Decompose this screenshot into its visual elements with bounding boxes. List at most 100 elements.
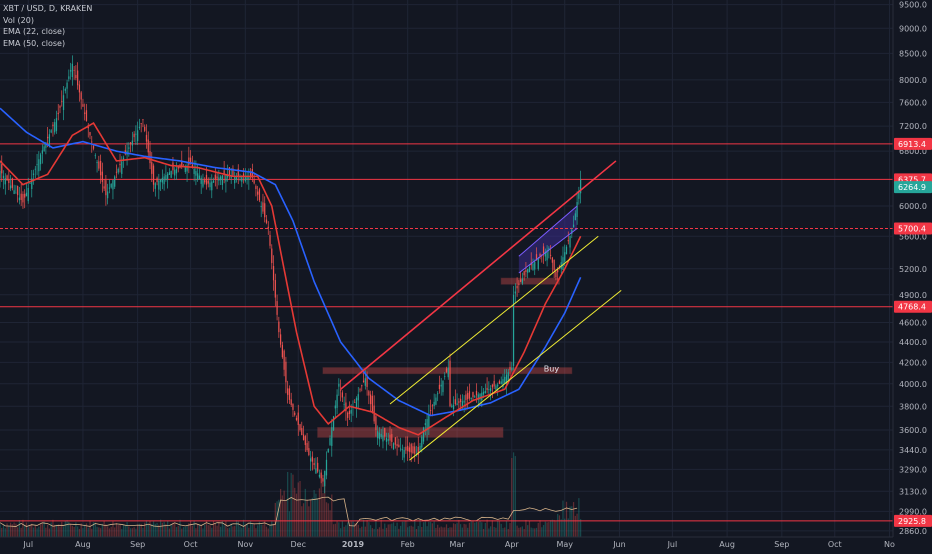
current-price-tag[interactable] xyxy=(894,181,932,194)
volume-bar xyxy=(112,521,114,537)
volume-bar xyxy=(142,527,144,537)
candle-body xyxy=(488,389,490,390)
candle-body xyxy=(343,404,345,406)
candle-body xyxy=(429,410,432,412)
candle-body xyxy=(318,474,321,477)
candle-body xyxy=(73,70,75,72)
price-tick-label: 3440.0 xyxy=(899,446,927,455)
volume-bar xyxy=(103,520,105,537)
candle-body xyxy=(13,190,15,195)
volume-bar xyxy=(186,526,188,537)
volume-bar xyxy=(541,527,543,537)
candle-body xyxy=(389,434,391,441)
wedge-upper-line[interactable] xyxy=(518,205,578,257)
volume-bar xyxy=(274,502,276,537)
volume-bar xyxy=(223,525,225,537)
candle-body xyxy=(460,398,462,403)
candle-body xyxy=(331,427,333,446)
volume-bar xyxy=(452,523,455,537)
volume-bar xyxy=(91,528,93,537)
volume-bar xyxy=(73,526,75,537)
volume-bar xyxy=(108,528,111,537)
volume-bar xyxy=(253,523,255,537)
candle-body xyxy=(257,191,259,195)
time-tick-label: Sep xyxy=(130,540,145,549)
candle-body xyxy=(412,446,414,454)
candle-body xyxy=(537,258,539,269)
ema50-line[interactable] xyxy=(0,107,582,417)
volume-bar xyxy=(211,527,213,537)
volume-bar xyxy=(572,502,575,537)
volume-bar xyxy=(20,527,22,537)
candle-body xyxy=(110,183,112,188)
price-tick-label: 6800.0 xyxy=(899,147,927,156)
candle-body xyxy=(407,445,409,452)
candle-body xyxy=(117,168,119,173)
level-price-tag[interactable] xyxy=(894,222,932,235)
zone-2[interactable] xyxy=(500,277,560,285)
volume-bar xyxy=(177,525,179,537)
level-price-tag[interactable] xyxy=(894,514,932,527)
candle-body xyxy=(279,334,282,345)
volume-bar xyxy=(412,526,414,537)
price-tick-label: 4600.0 xyxy=(899,319,927,328)
volume-bar xyxy=(560,519,562,537)
candle-body xyxy=(361,385,363,387)
candle-body xyxy=(341,392,343,398)
candle-body xyxy=(61,100,63,102)
level-price-tag[interactable] xyxy=(894,137,932,150)
price-tick-label: 3130.0 xyxy=(899,487,927,496)
legend-volume[interactable]: Vol (20) xyxy=(3,15,34,25)
candle-body xyxy=(52,124,54,127)
candle-body xyxy=(544,251,546,257)
price-tick-label: 2990.0 xyxy=(899,507,927,516)
candle-body xyxy=(68,76,70,79)
wedge-lower-line[interactable] xyxy=(518,228,578,274)
volume-bar xyxy=(135,528,137,537)
volume-bar xyxy=(327,503,329,537)
trendline-yellow-2[interactable] xyxy=(409,289,622,461)
candle-body xyxy=(414,446,416,454)
candle-body xyxy=(212,180,215,183)
legend-ema22[interactable]: EMA (22, close) xyxy=(3,27,66,36)
candle-body xyxy=(48,134,51,146)
volume-bar xyxy=(181,528,183,537)
volume-bar xyxy=(324,480,326,537)
volume-bar xyxy=(193,520,195,537)
candle-body xyxy=(186,165,188,172)
price-tick-label: 5200.0 xyxy=(899,265,927,274)
volume-bar xyxy=(89,520,91,537)
volume-bar xyxy=(364,526,366,537)
volume-bar xyxy=(41,523,43,537)
volume-bar xyxy=(214,523,216,537)
ema22-line[interactable] xyxy=(0,121,582,436)
candle-body xyxy=(69,70,72,72)
trendline-yellow-1[interactable] xyxy=(389,235,599,405)
candle-body xyxy=(421,436,423,448)
volume-bar xyxy=(94,522,96,537)
volume-bar xyxy=(399,525,402,537)
candle-body xyxy=(385,437,388,442)
candle-body xyxy=(327,448,329,453)
candle-body xyxy=(304,436,306,445)
volume-bar xyxy=(530,527,532,537)
zone-1[interactable] xyxy=(322,367,573,375)
level-price-tag[interactable] xyxy=(894,300,932,313)
candle-body xyxy=(401,449,403,451)
volume-bar xyxy=(417,525,419,537)
candle-body xyxy=(137,130,139,142)
candle-body xyxy=(25,192,28,197)
trendline-red-0[interactable] xyxy=(340,160,617,390)
legend-ema50[interactable]: EMA (50, close) xyxy=(3,38,66,48)
volume-bar xyxy=(380,519,382,537)
candle-body xyxy=(232,168,234,176)
legend-symbol[interactable]: XBT / USD, D, KRAKEN xyxy=(3,4,93,13)
candle-body xyxy=(122,157,125,161)
volume-bar xyxy=(532,528,534,537)
volume-bar xyxy=(451,527,453,537)
candle-body xyxy=(55,118,58,131)
candle-body xyxy=(468,391,471,399)
candle-body xyxy=(497,384,499,387)
